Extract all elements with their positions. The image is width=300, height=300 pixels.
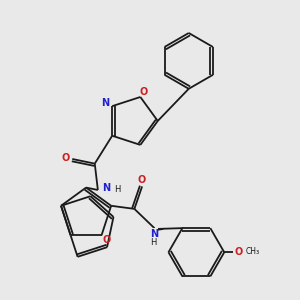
Text: N: N [150, 229, 158, 239]
Text: N: N [102, 183, 110, 193]
Text: O: O [235, 247, 243, 257]
Text: O: O [138, 175, 146, 185]
Text: O: O [62, 153, 70, 163]
Text: O: O [139, 87, 148, 97]
Circle shape [157, 213, 236, 292]
Text: H: H [114, 185, 120, 194]
Text: N: N [101, 98, 109, 108]
Text: O: O [102, 235, 110, 245]
Text: H: H [150, 238, 156, 247]
Text: CH₃: CH₃ [246, 247, 260, 256]
